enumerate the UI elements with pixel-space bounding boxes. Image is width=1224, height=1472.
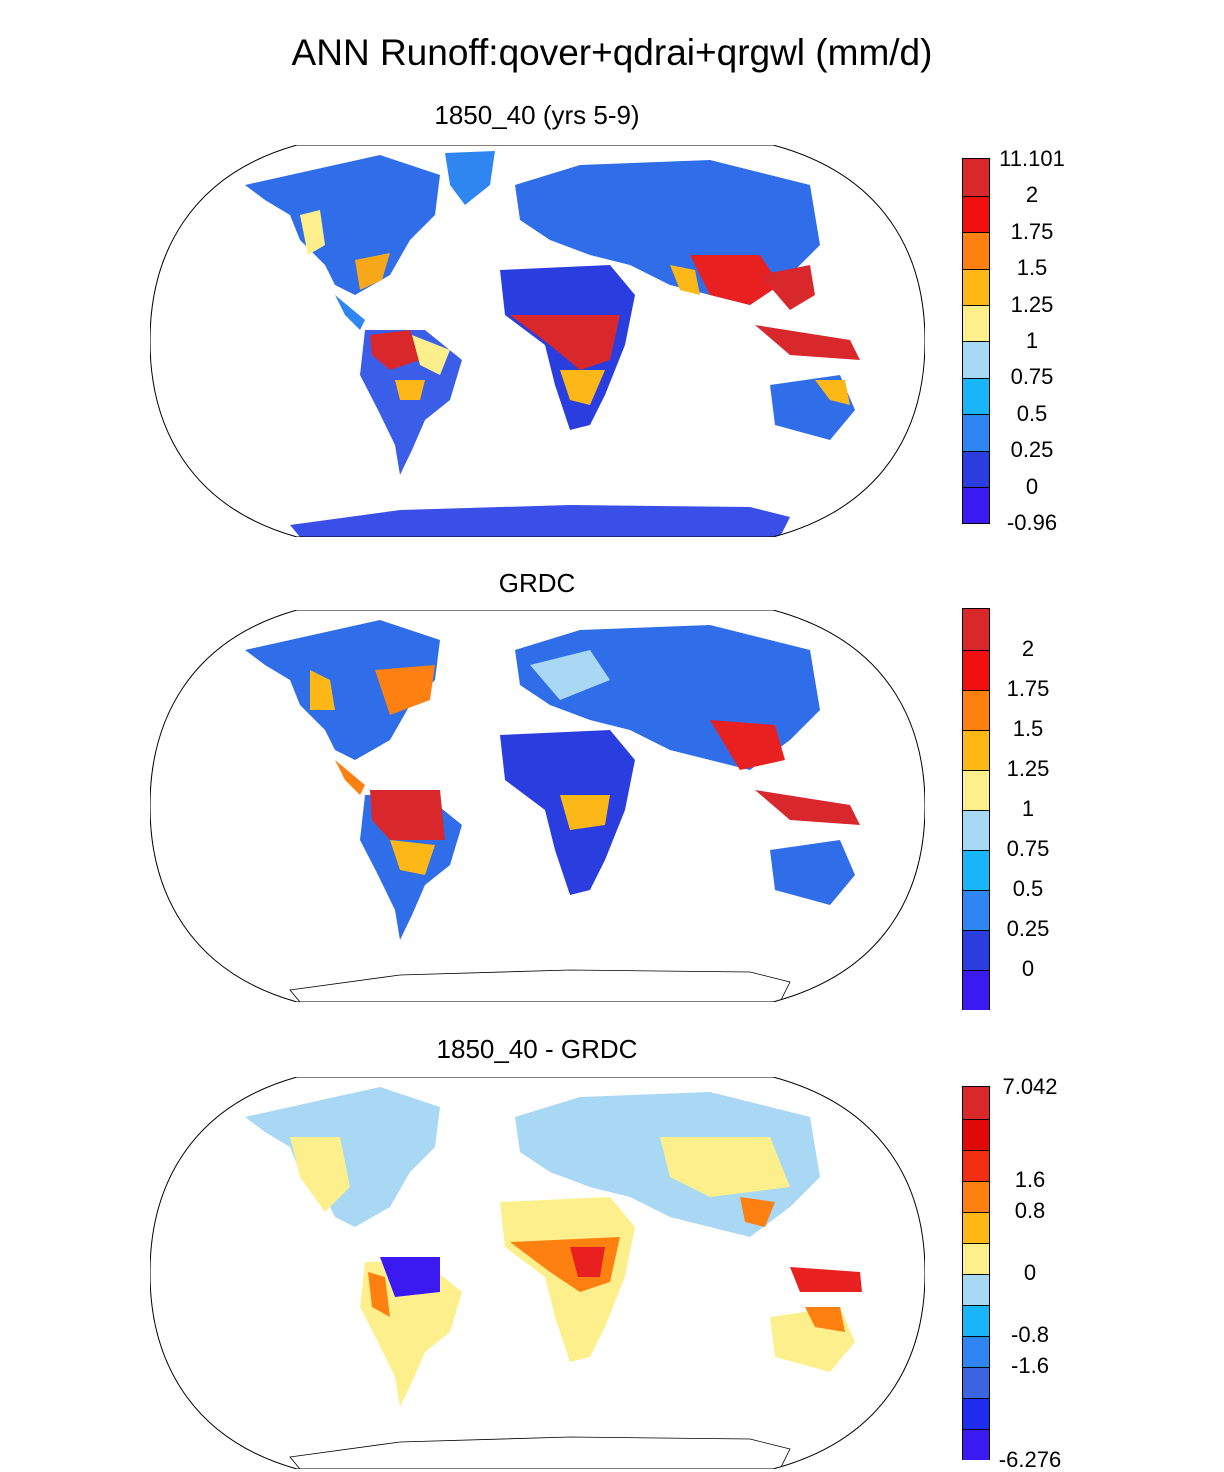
- colorbar-tick-label: 0.5: [1016, 400, 1048, 426]
- colorbar-box: [963, 195, 989, 234]
- colorbar-box: [963, 1118, 989, 1151]
- colorbar-tick-label: 2: [1021, 636, 1035, 661]
- colorbar-box: [963, 689, 989, 731]
- colorbar-tick-label: 7.042: [1002, 1074, 1058, 1099]
- panel-title-3: 1850_40 - GRDC: [436, 1034, 638, 1064]
- colorbar-1: [962, 158, 990, 524]
- colorbar-tick-label: -6.276: [998, 1447, 1062, 1472]
- colorbar-2: [962, 608, 990, 1010]
- colorbar-tick-label: 0.5: [1012, 876, 1044, 901]
- colorbar-box: [963, 889, 989, 931]
- colorbar-tick-label: 0.8: [1014, 1198, 1046, 1223]
- colorbar-box: [963, 1087, 989, 1120]
- colorbar-tick-label: -0.8: [1011, 1322, 1049, 1347]
- colorbar-box: [963, 1304, 989, 1337]
- colorbar-box: [963, 1397, 989, 1430]
- colorbar-box: [963, 849, 989, 891]
- colorbar-tick-label: 0.75: [1006, 836, 1050, 861]
- colorbar-box: [963, 649, 989, 691]
- map-panel-1: [150, 145, 925, 537]
- colorbar-3: [962, 1086, 990, 1460]
- colorbar-box: [963, 929, 989, 971]
- colorbar-tick-label: 1.25: [1010, 291, 1054, 317]
- colorbar-tick-label: 1.75: [1010, 218, 1054, 244]
- colorbar-tick-label: 0.25: [1010, 437, 1054, 463]
- colorbar-box: [963, 486, 989, 524]
- colorbar-tick-label: 1.5: [1016, 255, 1048, 281]
- colorbar-tick-label: 0: [1023, 1260, 1037, 1285]
- map-panel-2: [150, 610, 925, 1002]
- colorbar-tick-label: 0.25: [1006, 916, 1050, 941]
- colorbar-tick-label: 1.5: [1012, 716, 1044, 741]
- colorbar-box: [963, 1180, 989, 1213]
- panel-title-1: 1850_40 (yrs 5-9): [434, 100, 640, 130]
- colorbar-box: [963, 1366, 989, 1399]
- colorbar-box: [963, 1242, 989, 1275]
- colorbar-box: [963, 377, 989, 416]
- colorbar-box: [963, 231, 989, 270]
- colorbar-tick-label: 11.101: [999, 146, 1065, 171]
- colorbar-tick-label: 0: [1021, 956, 1035, 981]
- colorbar-box: [963, 609, 989, 651]
- colorbar-tick-label: 1: [1021, 796, 1035, 821]
- colorbar-box: [963, 304, 989, 343]
- colorbar-tick-label: -1.6: [1011, 1353, 1049, 1378]
- land-antarctica: [290, 505, 790, 537]
- land-north-america: [245, 155, 440, 295]
- colorbar-tick-label: 1.6: [1014, 1167, 1046, 1192]
- panel-title-2: GRDC: [498, 568, 576, 598]
- colorbar-box: [963, 268, 989, 307]
- figure-title: ANN Runoff:qover+qdrai+qrgwl (mm/d): [291, 32, 933, 73]
- colorbar-box: [963, 450, 989, 489]
- colorbar-box: [963, 1211, 989, 1244]
- colorbar-box: [963, 413, 989, 452]
- colorbar-box: [963, 1428, 989, 1460]
- colorbar-box: [963, 1149, 989, 1182]
- colorbar-tick-label: 1.75: [1006, 676, 1050, 701]
- colorbar-tick-label: 2: [1025, 182, 1039, 208]
- colorbar-tick-label: 0: [1025, 473, 1039, 499]
- colorbar-box: [963, 969, 989, 1010]
- colorbar-tick-label: 1.25: [1006, 756, 1050, 781]
- colorbar-box: [963, 809, 989, 851]
- map-panel-3: [150, 1077, 925, 1469]
- colorbar-tick-label: 0.75: [1010, 364, 1054, 390]
- colorbar-box: [963, 341, 989, 379]
- colorbar-box: [963, 1335, 989, 1368]
- colorbar-box: [963, 1273, 989, 1306]
- land-greenland: [445, 151, 495, 205]
- colorbar-box: [963, 159, 989, 197]
- colorbar-tick-label: 1: [1025, 328, 1039, 353]
- colorbar-box: [963, 769, 989, 811]
- land-central-america: [335, 295, 365, 330]
- colorbar-tick-label: -0.96: [1006, 510, 1058, 535]
- colorbar-box: [963, 729, 989, 771]
